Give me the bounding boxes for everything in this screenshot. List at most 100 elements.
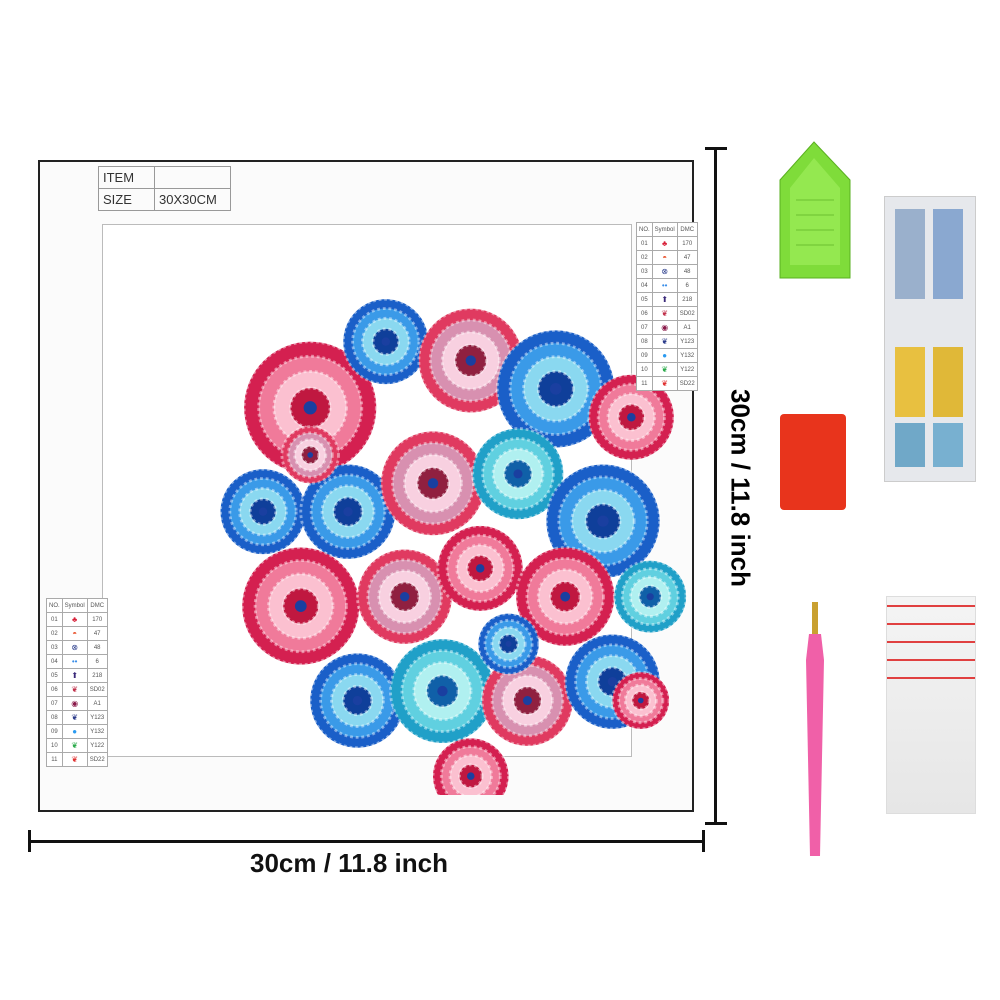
legend-row: 04 •• 6 bbox=[636, 278, 698, 293]
drill-tray bbox=[779, 141, 851, 279]
spare-zip-bags bbox=[886, 596, 976, 814]
mandala-flower bbox=[341, 297, 430, 386]
legend-dmc: Y123 bbox=[676, 334, 698, 349]
mandala-flower bbox=[299, 463, 397, 561]
legend-row: 09 ● Y132 bbox=[636, 348, 698, 363]
painting-area bbox=[102, 224, 688, 795]
legend-no: 07 bbox=[636, 320, 653, 335]
legend-header: NO. bbox=[636, 222, 653, 237]
height-dimension-tick bbox=[705, 822, 727, 825]
mandala-flower bbox=[280, 425, 340, 485]
item-value bbox=[154, 166, 231, 189]
legend-no: 02 bbox=[636, 250, 653, 265]
legend-row: 05 ⬆ 218 bbox=[46, 668, 108, 683]
mandala-flower bbox=[611, 670, 671, 731]
mandala-flower bbox=[514, 546, 616, 648]
drill-pen bbox=[806, 602, 824, 856]
mandala-flower bbox=[480, 653, 575, 748]
legend-row: 02 ◓ 47 bbox=[46, 626, 108, 641]
item-table: ITEM SIZE 30X30CM bbox=[98, 166, 231, 211]
legend-dmc: 170 bbox=[86, 612, 108, 627]
legend-symbol-icon: ⊗ bbox=[651, 264, 678, 279]
legend-no: 07 bbox=[46, 696, 63, 711]
legend-dmc: Y123 bbox=[86, 710, 108, 725]
legend-symbol-icon: ❦ bbox=[61, 710, 88, 725]
mandala-flower bbox=[417, 307, 525, 414]
legend-symbol-icon: •• bbox=[61, 654, 88, 669]
legend-row: 05 ⬆ 218 bbox=[636, 292, 698, 307]
legend-dmc: 6 bbox=[676, 278, 698, 293]
legend-dmc: 6 bbox=[86, 654, 108, 669]
mandala-flower bbox=[436, 524, 525, 613]
legend-no: 11 bbox=[636, 376, 653, 391]
legend-row: 01 ♣ 170 bbox=[636, 236, 698, 251]
mandala-flower bbox=[544, 463, 662, 580]
mandala-flower bbox=[471, 427, 565, 521]
legend-row: 03 ⊗ 48 bbox=[46, 640, 108, 655]
mandala-flower bbox=[431, 736, 510, 795]
legend-dmc: 218 bbox=[676, 292, 698, 307]
legend-dmc: 47 bbox=[86, 626, 108, 641]
mandala-flower bbox=[476, 612, 541, 676]
legend-no: 06 bbox=[46, 682, 63, 697]
legend-dmc: A1 bbox=[676, 320, 698, 335]
legend-row: 10 ❦ Y122 bbox=[636, 362, 698, 377]
legend-no: 03 bbox=[636, 264, 653, 279]
legend-dmc: 47 bbox=[676, 250, 698, 265]
legend-symbol-icon: ◉ bbox=[61, 696, 88, 711]
mandala-flower bbox=[389, 637, 496, 745]
mandala-flower bbox=[587, 373, 676, 462]
height-label: 30cm / 11.8 inch bbox=[725, 388, 756, 588]
legend-no: 01 bbox=[46, 612, 63, 627]
legend-symbol-icon: ◓ bbox=[651, 250, 678, 265]
legend-dmc: Y132 bbox=[86, 724, 108, 739]
mandala-flower bbox=[379, 429, 487, 537]
mandala-flower bbox=[495, 328, 616, 449]
diamond-bag-strip bbox=[884, 196, 976, 482]
height-dimension-line bbox=[714, 148, 717, 824]
mandala-flower bbox=[612, 559, 688, 634]
legend-no: 08 bbox=[46, 710, 63, 725]
glue-clay bbox=[780, 414, 846, 510]
legend-no: 10 bbox=[636, 362, 653, 377]
legend-row: 07 ◉ A1 bbox=[636, 320, 698, 335]
legend-row: 02 ◓ 47 bbox=[636, 250, 698, 265]
legend-symbol-icon: ❦ bbox=[651, 362, 678, 377]
legend-row: 01 ♣ 170 bbox=[46, 612, 108, 627]
legend-symbol-icon: ⬆ bbox=[61, 668, 88, 683]
legend-no: 09 bbox=[636, 348, 653, 363]
legend-no: 05 bbox=[636, 292, 653, 307]
legend-header: Symbol bbox=[61, 598, 88, 613]
legend-dmc: Y132 bbox=[676, 348, 698, 363]
legend-dmc: 170 bbox=[676, 236, 698, 251]
legend-symbol-icon: •• bbox=[651, 278, 678, 293]
legend-no: 10 bbox=[46, 738, 63, 753]
legend-dmc: SD02 bbox=[676, 306, 698, 321]
legend-row: 03 ⊗ 48 bbox=[636, 264, 698, 279]
legend-no: 05 bbox=[46, 668, 63, 683]
mandala-flower bbox=[240, 546, 361, 667]
legend-header: DMC bbox=[676, 222, 698, 237]
legend-dmc: 218 bbox=[86, 668, 108, 683]
legend-symbol-icon: ❦ bbox=[61, 752, 88, 767]
legend-symbol-icon: ◓ bbox=[61, 626, 88, 641]
width-dimension-tick bbox=[28, 830, 31, 852]
legend-row: 10 ❦ Y122 bbox=[46, 738, 108, 753]
legend-table-right: NO. Symbol DMC 01 ♣ 170 02 ◓ 47 03 ⊗ 48 04 •• 6 05 ⬆ 218 0… bbox=[636, 222, 698, 391]
legend-dmc: Y122 bbox=[86, 738, 108, 753]
legend-symbol-icon: ❦ bbox=[651, 334, 678, 349]
legend-dmc: A1 bbox=[86, 696, 108, 711]
legend-row: 09 ● Y132 bbox=[46, 724, 108, 739]
canvas-product: ITEM SIZE 30X30CM NO. Symbol DMC 01 ♣ 170 02 ◓ 47… bbox=[38, 160, 698, 812]
legend-row: 04 •• 6 bbox=[46, 654, 108, 669]
legend-row: 11 ❦ SD22 bbox=[46, 752, 108, 767]
legend-dmc: 48 bbox=[676, 264, 698, 279]
legend-symbol-icon: ❦ bbox=[61, 682, 88, 697]
mandala-flower bbox=[356, 548, 454, 646]
legend-no: 11 bbox=[46, 752, 63, 767]
legend-no: 02 bbox=[46, 626, 63, 641]
legend-no: 03 bbox=[46, 640, 63, 655]
size-label: SIZE bbox=[98, 188, 155, 211]
legend-dmc: SD22 bbox=[676, 376, 698, 391]
legend-no: 06 bbox=[636, 306, 653, 321]
